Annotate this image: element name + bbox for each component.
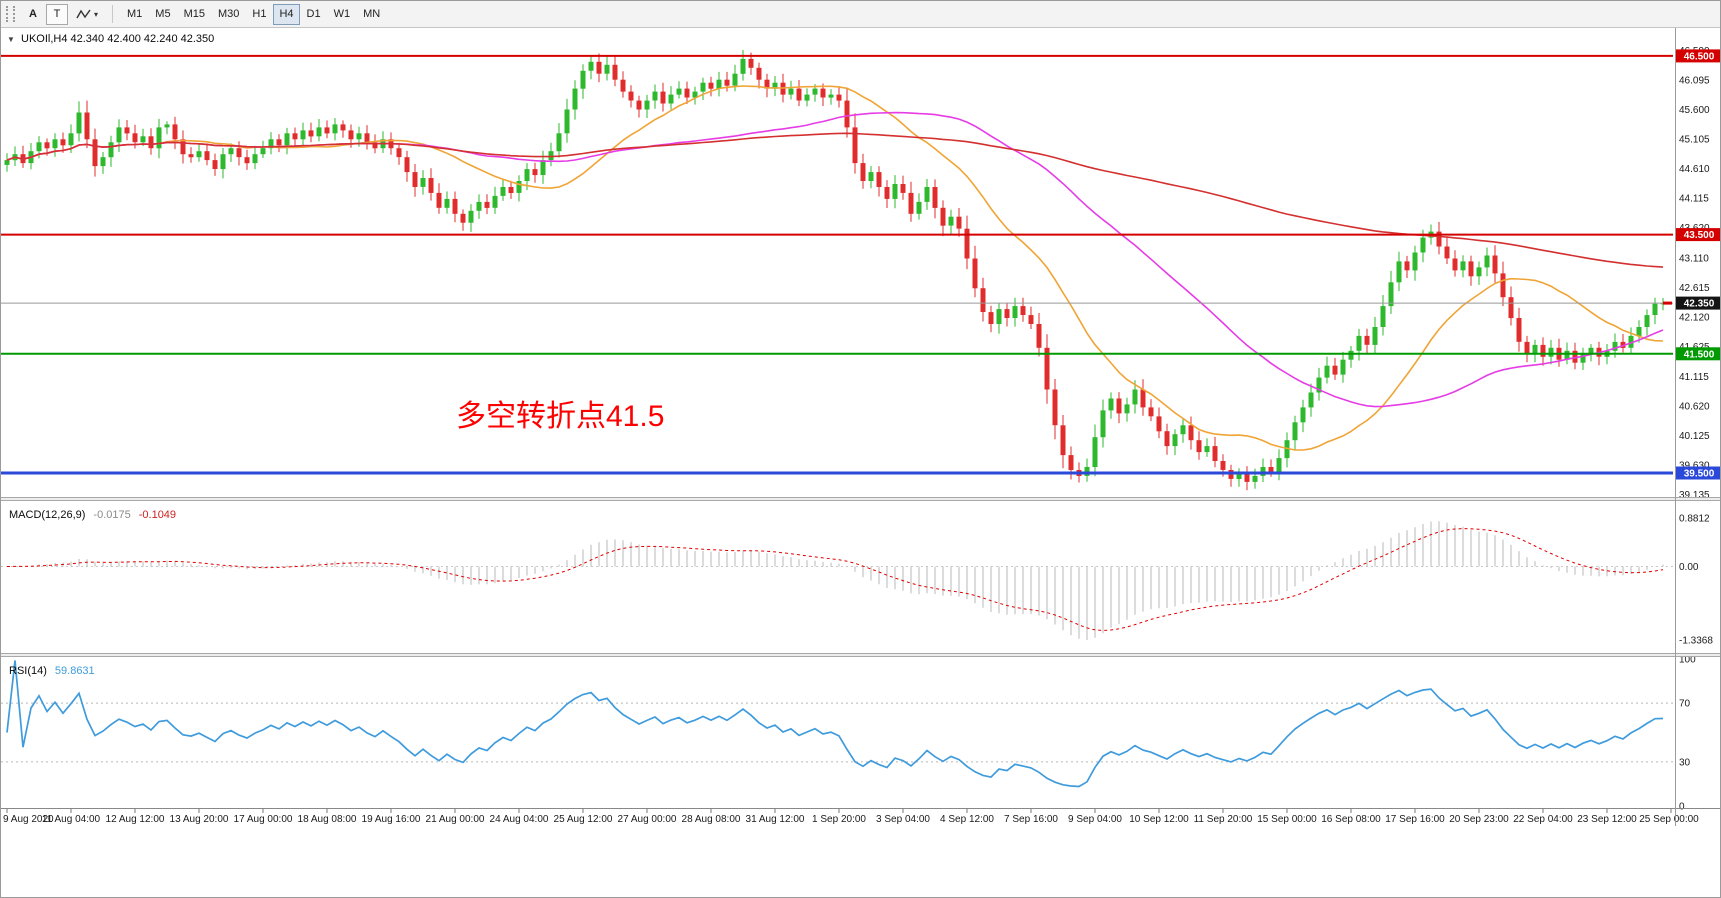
timeframe-button-m30[interactable]: M30 (212, 4, 245, 25)
macd-label: MACD(12,26,9) -0.0175 -0.1049 (9, 509, 176, 521)
price-level-label: 41.500 (1684, 349, 1715, 360)
last-trade-marker (1663, 301, 1672, 305)
price-tick-label: 42.615 (1679, 283, 1710, 294)
rsi-line (6, 660, 1664, 788)
price-level-label: 43.500 (1684, 230, 1715, 241)
price-level-label: 46.500 (1684, 51, 1715, 62)
time-tick-label: 15 Sep 00:00 (1257, 814, 1317, 825)
rsi-axis-label: 0 (1679, 802, 1685, 813)
rsi-name: RSI(14) (9, 665, 47, 677)
dropdown-caret-icon: ▾ (94, 9, 99, 19)
arrow-tool-button[interactable]: A (22, 4, 44, 25)
rsi-label: RSI(14) 59.8631 (9, 665, 95, 677)
ma-fast-line (6, 85, 1664, 451)
price-tick-label: 42.120 (1679, 312, 1710, 323)
time-tick-label: 11 Aug 04:00 (42, 814, 101, 825)
time-tick-label: 3 Sep 04:00 (876, 814, 930, 825)
price-tick-label: 40.125 (1679, 431, 1710, 442)
price-tick-label: 40.620 (1679, 402, 1710, 413)
price-tick-label: 46.095 (1679, 76, 1710, 87)
macd-signal-value: -0.1049 (139, 509, 176, 521)
timeframe-button-d1[interactable]: D1 (301, 4, 327, 25)
time-tick-label: 20 Sep 23:00 (1449, 814, 1509, 825)
price-tick-label: 39.630 (1679, 461, 1710, 472)
time-tick-label: 9 Sep 04:00 (1068, 814, 1122, 825)
time-tick-label: 24 Aug 04:00 (490, 814, 549, 825)
time-tick-label: 9 Aug 2020 (3, 814, 54, 825)
time-tick-label: 23 Sep 12:00 (1577, 814, 1637, 825)
macd-name: MACD(12,26,9) (9, 509, 85, 521)
text-tool-button[interactable]: T (46, 3, 68, 25)
time-tick-label: 16 Sep 08:00 (1321, 814, 1381, 825)
timeframe-button-m15[interactable]: M15 (178, 4, 211, 25)
candles-layer (4, 50, 1666, 491)
time-tick-label: 4 Sep 12:00 (940, 814, 994, 825)
macd-main-value: -0.0175 (93, 509, 130, 521)
chart-canvas[interactable]: 46.59046.09545.60045.10544.61044.11543.6… (1, 28, 1721, 898)
price-tick-label: 45.105 (1679, 135, 1710, 146)
rsi-axis-label: 30 (1679, 757, 1691, 768)
toolbar: A T ▾ M1 M5 M15 M30 H1 H4 D1 W1 MN (1, 1, 1720, 28)
rsi-axis-label: 70 (1679, 699, 1691, 710)
timeframe-button-m5[interactable]: M5 (149, 4, 176, 25)
price-tick-label: 44.115 (1679, 194, 1709, 205)
time-tick-label: 12 Aug 12:00 (106, 814, 165, 825)
price-tick-label: 41.115 (1679, 372, 1709, 383)
timeframe-button-h1[interactable]: H1 (246, 4, 272, 25)
rsi-axis-label: 100 (1679, 655, 1696, 666)
time-tick-label: 18 Aug 08:00 (298, 814, 357, 825)
main-price-pane[interactable] (1, 50, 1673, 491)
time-tick-label: 27 Aug 00:00 (618, 814, 677, 825)
price-tick-label: 39.135 (1679, 490, 1710, 501)
time-tick-label: 11 Sep 20:00 (1194, 814, 1253, 825)
macd-axis-label: 0.00 (1679, 562, 1699, 573)
chart-header-ohlc: UKOIl,H4 42.340 42.400 42.240 42.350 (21, 33, 214, 45)
macd-signal-line (6, 528, 1664, 632)
toolbar-grip[interactable] (6, 6, 15, 22)
macd-pane[interactable] (1, 521, 1673, 640)
pane-separators[interactable] (1, 28, 1721, 826)
macd-axis-label: 0.8812 (1679, 514, 1710, 525)
time-tick-label: 10 Sep 12:00 (1129, 814, 1189, 825)
price-level-label: 39.500 (1684, 469, 1715, 480)
time-tick-label: 31 Aug 12:00 (746, 814, 805, 825)
ma-slow-line (6, 132, 1664, 268)
time-tick-label: 17 Aug 00:00 (234, 814, 293, 825)
price-level-label: 42.350 (1684, 299, 1715, 310)
macd-histogram (14, 521, 1664, 640)
timeframe-button-h4[interactable]: H4 (273, 3, 300, 25)
price-tick-label: 44.610 (1679, 164, 1710, 175)
timeframe-buttons: M1 M5 M15 M30 H1 H4 D1 W1 MN (121, 3, 386, 25)
time-tick-label: 25 Sep 00:00 (1639, 814, 1699, 825)
time-tick-label: 19 Aug 16:00 (362, 814, 421, 825)
time-tick-label: 21 Aug 00:00 (426, 814, 485, 825)
zigzag-icon (76, 9, 91, 19)
chart-menu-icon[interactable]: ▼ (7, 35, 15, 44)
time-tick-label: 1 Sep 20:00 (812, 814, 866, 825)
rsi-pane[interactable] (1, 660, 1673, 788)
timeframe-button-mn[interactable]: MN (357, 4, 386, 25)
time-tick-label: 28 Aug 08:00 (682, 814, 741, 825)
polyline-tool-button[interactable]: ▾ (70, 4, 104, 25)
price-tick-label: 43.110 (1679, 253, 1709, 264)
time-tick-label: 13 Aug 20:00 (170, 814, 229, 825)
time-tick-label: 22 Sep 04:00 (1513, 814, 1573, 825)
timeframe-button-w1[interactable]: W1 (328, 4, 357, 25)
macd-axis-label: -1.3368 (1679, 636, 1713, 647)
time-tick-label: 25 Aug 12:00 (554, 814, 613, 825)
rsi-value: 59.8631 (55, 665, 95, 677)
toolbar-divider (112, 5, 114, 23)
time-tick-label: 7 Sep 16:00 (1004, 814, 1058, 825)
price-tick-label: 45.600 (1679, 105, 1710, 116)
time-tick-label: 17 Sep 16:00 (1385, 814, 1445, 825)
timeframe-button-m1[interactable]: M1 (121, 4, 148, 25)
annotation-text[interactable]: 多空转折点41.5 (456, 400, 664, 433)
price-axis[interactable]: 46.59046.09545.60045.10544.61044.11543.6… (1676, 46, 1721, 813)
